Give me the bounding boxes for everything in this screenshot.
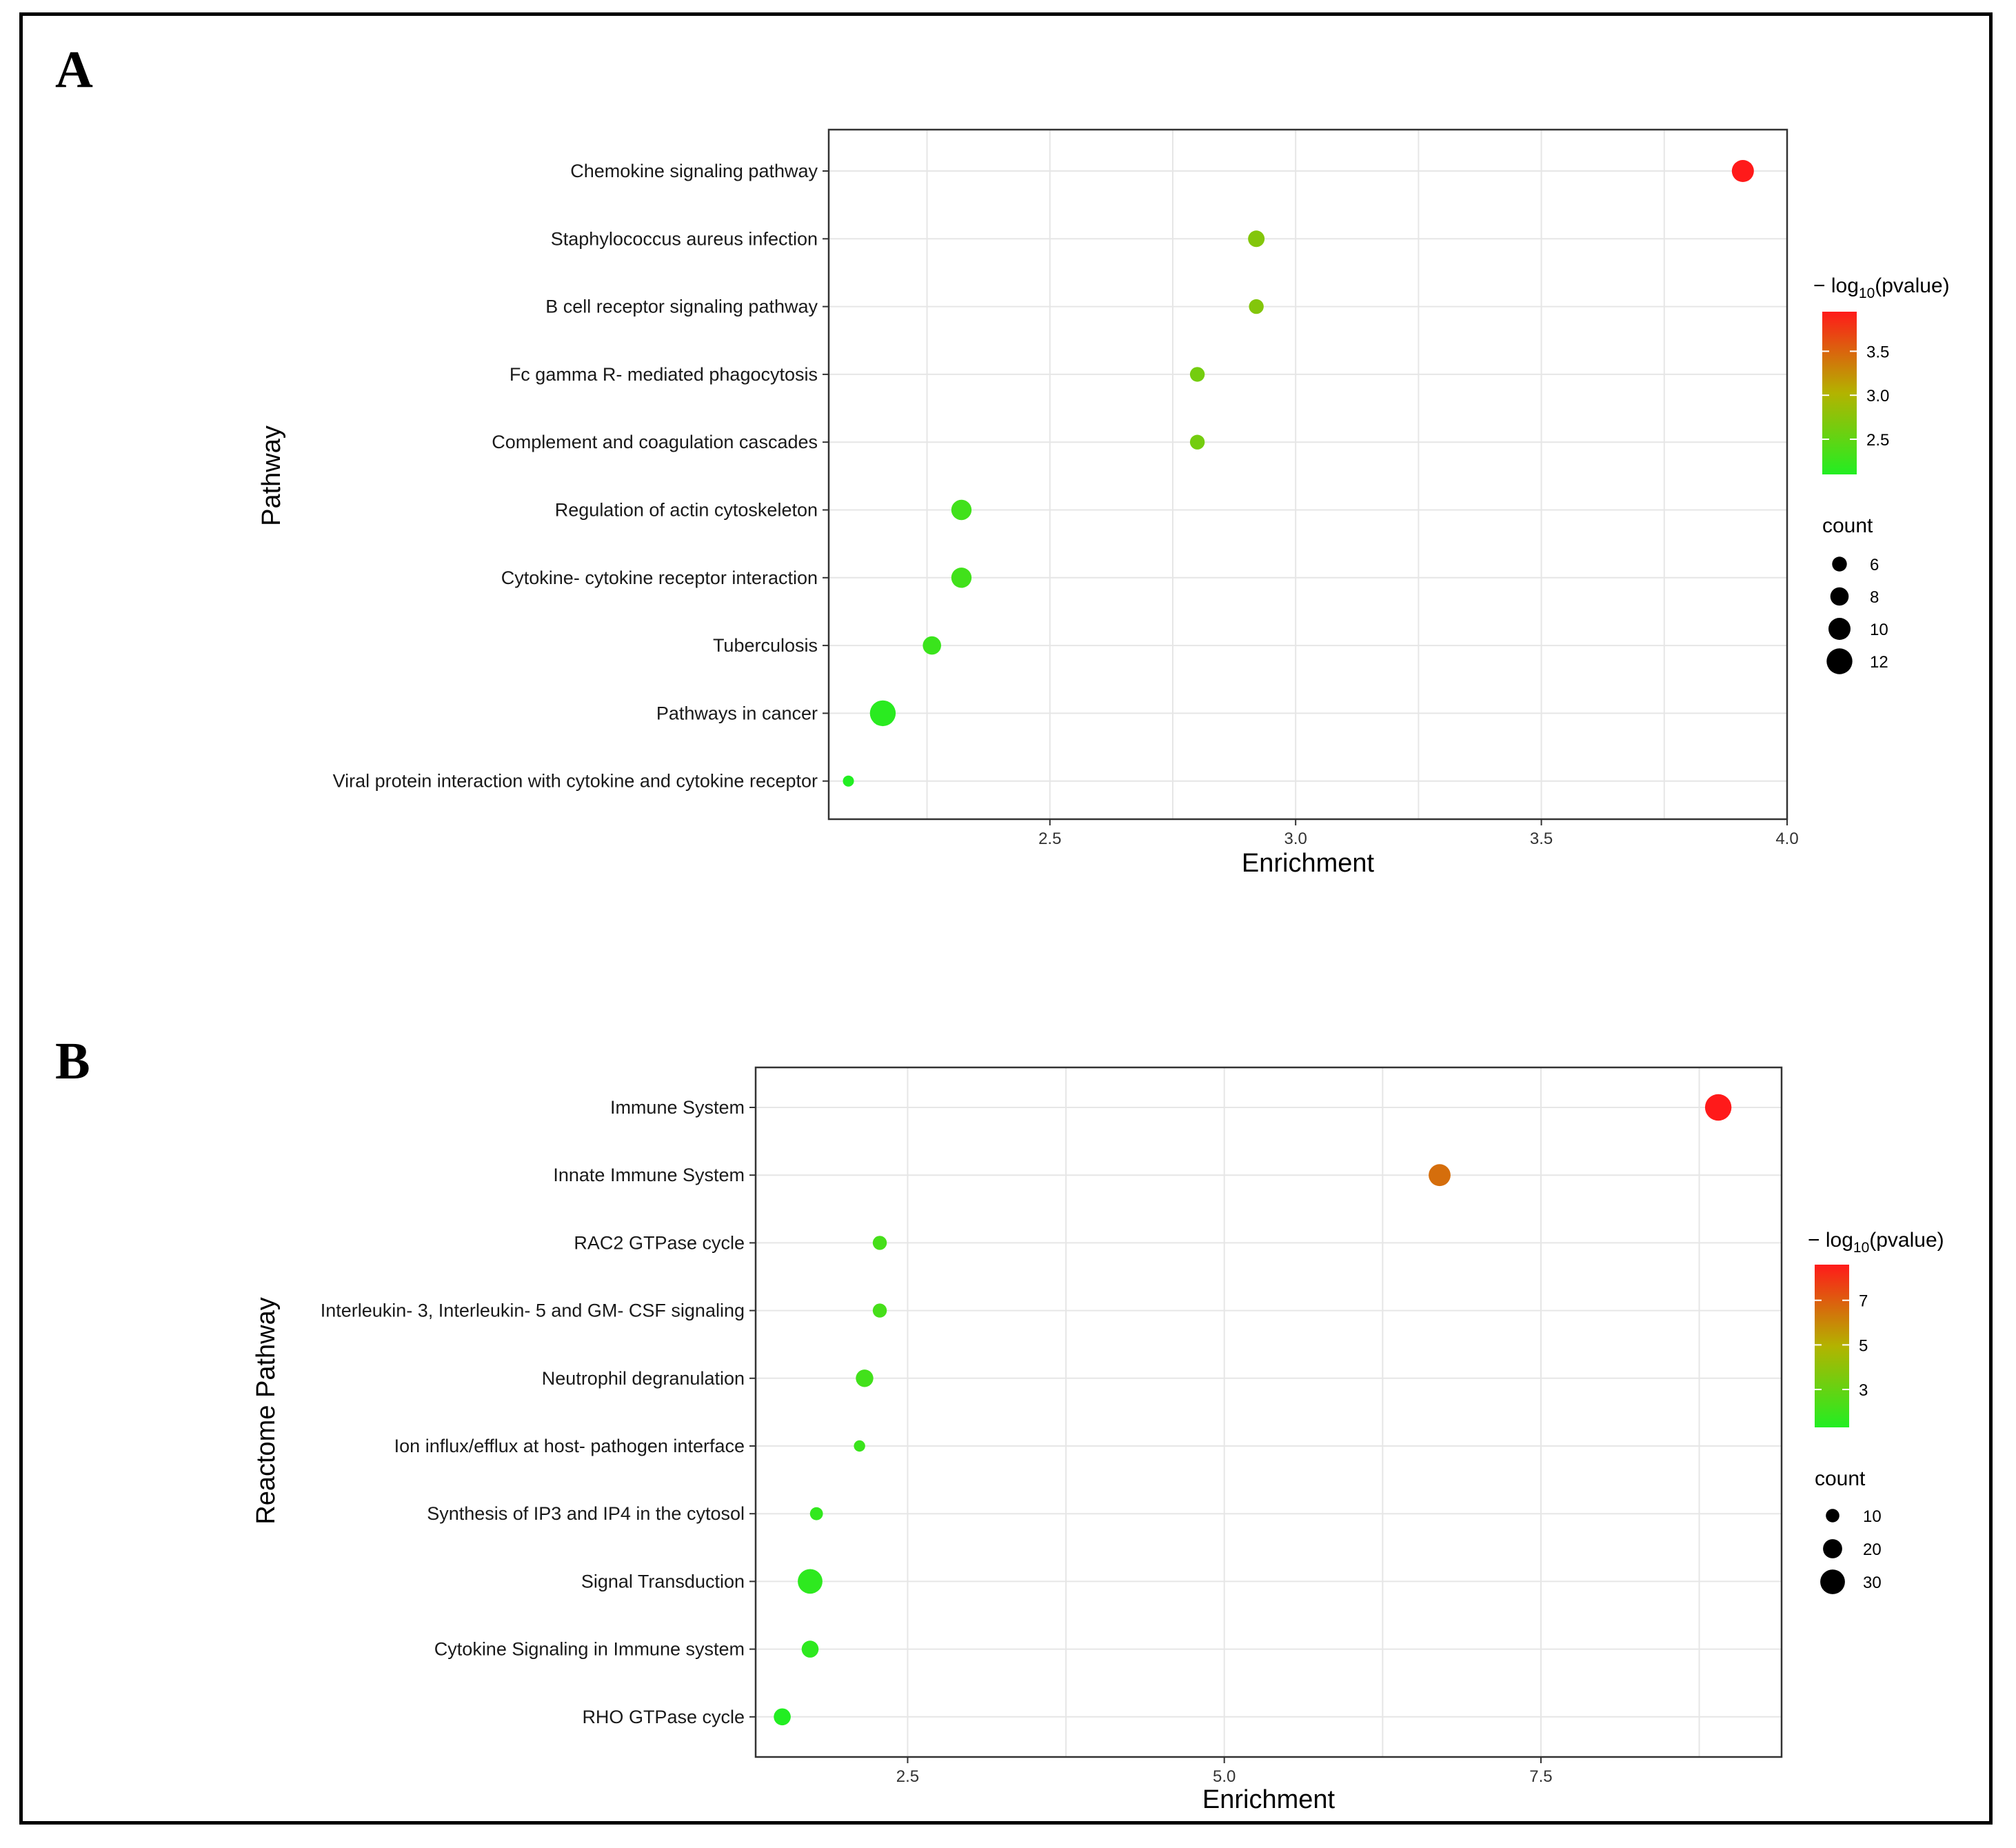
panel-b-letter: B: [55, 1032, 90, 1090]
category-label: Staphylococcus aureus infection: [551, 228, 818, 249]
size-legend-label: 10: [1870, 621, 1888, 639]
panel-a-y-axis-title: Pathway: [257, 425, 286, 526]
panel-a-plot-border: [827, 128, 1788, 821]
panel-a-letter: A: [55, 41, 93, 99]
size-legend-dot: [1828, 618, 1851, 640]
data-point[interactable]: [872, 1236, 887, 1250]
category-label: Fc gamma R- mediated phagocytosis: [510, 364, 818, 385]
data-point[interactable]: [872, 1303, 887, 1318]
category-label: Viral protein interaction with cytokine …: [333, 771, 818, 792]
size-legend-dot: [1823, 1539, 1842, 1558]
size-legend-dot: [1826, 1509, 1839, 1523]
data-point[interactable]: [809, 1507, 823, 1520]
panel-a-colorbar: [1822, 312, 1857, 474]
panel-a-chart: A Chemokine signaling pathway Staphylococ…: [55, 41, 1950, 878]
category-label: Pathways in cancer: [656, 703, 818, 723]
size-legend-dot: [1832, 556, 1847, 572]
category-label: Chemokine signaling pathway: [570, 161, 818, 181]
category-label: Tuberculosis: [713, 635, 818, 656]
data-point[interactable]: [774, 1708, 791, 1726]
category-label: Neutrophil degranulation: [542, 1368, 745, 1389]
category-label: Immune System: [610, 1097, 745, 1118]
category-label: Signal Transduction: [581, 1571, 745, 1591]
data-point[interactable]: [951, 568, 972, 588]
category-label: RAC2 GTPase cycle: [574, 1232, 745, 1253]
size-legend-label: 20: [1863, 1540, 1882, 1559]
panel-b-x-axis-title: Enrichment: [1202, 1785, 1335, 1814]
category-label: Cytokine- cytokine receptor interaction: [501, 568, 818, 588]
data-point[interactable]: [951, 499, 972, 521]
panel-b-points: [774, 1094, 1732, 1726]
category-label: Interleukin- 3, Interleukin- 5 and GM- C…: [321, 1300, 745, 1321]
panel-a-x-ticks: 2.5 3.0 3.5 4.0: [1038, 819, 1799, 848]
panel-b-category-labels: Immune System Innate Immune System RAC2 GT…: [321, 1097, 756, 1727]
data-point[interactable]: [1249, 299, 1264, 314]
colorbar-tick-label: 5: [1859, 1336, 1868, 1355]
category-label: Synthesis of IP3 and IP4 in the cytosol: [427, 1503, 745, 1524]
panel-b-gridlines: [756, 1067, 1782, 1757]
category-label: B cell receptor signaling pathway: [545, 297, 818, 317]
panel-b-x-ticks: 2.5 5.0 7.5: [896, 1757, 1553, 1786]
panel-a-points: [843, 160, 1754, 787]
data-point[interactable]: [854, 1440, 865, 1452]
size-legend-dot: [1820, 1569, 1845, 1594]
colorbar-tick-label: 2.5: [1866, 431, 1889, 450]
panel-b-colorbar-ticks: 3 5 7: [1815, 1292, 1868, 1400]
panel-b-chart: B Immune System Innate Immune System RAC2 …: [55, 1032, 1944, 1814]
data-point[interactable]: [1189, 434, 1205, 450]
panel-b-y-axis-title: Reactome Pathway: [252, 1297, 281, 1525]
data-point[interactable]: [923, 636, 941, 655]
size-legend-label: 12: [1870, 653, 1888, 672]
data-point[interactable]: [869, 700, 896, 727]
size-legend-dot: [1830, 587, 1849, 606]
data-point[interactable]: [1429, 1164, 1451, 1187]
panel-b-colorbar: [1815, 1265, 1849, 1427]
data-point[interactable]: [1248, 230, 1265, 248]
x-tick-label: 7.5: [1529, 1767, 1552, 1786]
x-tick-label: 4.0: [1775, 830, 1798, 848]
colorbar-tick-label: 7: [1859, 1292, 1868, 1311]
panel-a-color-legend-title: − log10(pvalue): [1813, 274, 1950, 301]
data-point[interactable]: [1731, 160, 1754, 182]
panel-a-category-labels: Chemokine signaling pathway Staphylococcu…: [333, 161, 829, 792]
data-point[interactable]: [1704, 1094, 1732, 1121]
panel-b-size-legend: 10 20 30: [1820, 1507, 1882, 1594]
category-label: Cytokine Signaling in Immune system: [434, 1639, 745, 1660]
size-legend-label: 8: [1870, 588, 1879, 607]
panel-a-colorbar-ticks: 2.5 3.0 3.5: [1822, 343, 1889, 450]
panel-a-size-legend-title: count: [1822, 514, 1873, 537]
x-tick-label: 2.5: [1038, 830, 1061, 848]
panel-a-gridlines: [829, 130, 1787, 819]
size-legend-dot: [1826, 648, 1853, 674]
data-point[interactable]: [843, 775, 854, 787]
panel-b-color-legend-title: − log10(pvalue): [1808, 1229, 1944, 1256]
x-tick-label: 3.0: [1284, 830, 1307, 848]
panel-b-plot-border: [754, 1066, 1783, 1758]
category-label: Complement and coagulation cascades: [492, 432, 818, 452]
x-tick-label: 5.0: [1213, 1767, 1236, 1786]
x-tick-label: 3.5: [1530, 830, 1553, 848]
data-point[interactable]: [801, 1640, 819, 1658]
size-legend-label: 30: [1863, 1574, 1882, 1592]
panel-a-size-legend: 6 8 10 12: [1826, 556, 1888, 674]
data-point[interactable]: [1189, 367, 1205, 382]
colorbar-tick-label: 3.0: [1866, 387, 1889, 405]
data-point[interactable]: [856, 1369, 874, 1387]
category-label: RHO GTPase cycle: [582, 1707, 745, 1727]
colorbar-tick-label: 3: [1859, 1381, 1868, 1400]
panel-a-x-axis-title: Enrichment: [1242, 849, 1375, 878]
size-legend-label: 10: [1863, 1507, 1882, 1526]
x-tick-label: 2.5: [896, 1767, 919, 1786]
size-legend-label: 6: [1870, 556, 1879, 574]
category-label: Ion influx/efflux at host- pathogen inte…: [394, 1436, 745, 1456]
data-point[interactable]: [798, 1569, 823, 1594]
category-label: Regulation of actin cytoskeleton: [555, 500, 818, 521]
colorbar-tick-label: 3.5: [1866, 343, 1889, 361]
panel-b-size-legend-title: count: [1815, 1467, 1866, 1490]
category-label: Innate Immune System: [553, 1165, 745, 1185]
